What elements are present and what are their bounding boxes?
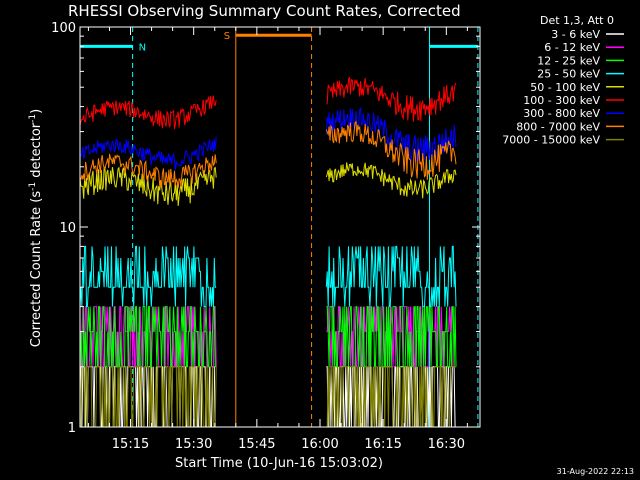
legend-label: 6 - 12 keV [544,41,600,54]
x-axis: 15:15 15:30 15:45 16:00 16:15 16:30 [87,27,468,452]
legend-label: 50 - 100 keV [530,81,600,94]
series-100-to-300keV [79,77,457,130]
plot-area: NS [79,26,481,428]
y-axis: 1 10 100 [51,21,480,436]
annotation-label-night-1: N [139,42,146,53]
legend-label: 100 - 300 keV [523,94,600,107]
series-7000-to-15000keV [80,366,456,428]
series-trace [79,136,217,171]
series-trace [325,77,457,122]
annotation-layer: NS [80,31,478,53]
legend-label: 25 - 50 keV [537,68,600,81]
y-tick-label: 10 [59,221,76,236]
x-tick-label: 15:45 [238,437,275,452]
legend-label: 7000 - 15000 keV [502,134,600,147]
legend-label: 12 - 25 keV [537,54,600,67]
timestamp: 31-Aug-2022 22:13 [557,467,634,476]
legend-label: 3 - 6 keV [551,28,600,41]
series-25-to-50keV [79,245,457,308]
chart-title: RHESSI Observing Summary Count Rates, Co… [68,2,461,20]
series-trace [79,95,217,130]
x-tick-label: 16:00 [301,437,338,452]
series-trace [79,306,217,368]
y-tick-label: 1 [68,421,76,436]
series-trace [79,166,217,206]
x-tick-label: 15:15 [112,437,149,452]
series-trace [325,162,457,199]
annotation-label-saa: S [224,31,230,42]
x-tick-label: 15:30 [175,437,212,452]
x-tick-label: 16:30 [428,437,465,452]
x-tick-label: 16:15 [364,437,401,452]
series-50-to-100keV [79,162,457,206]
y-axis-label: Corrected Count Rate (s-1 detector-1) [28,109,44,347]
series-trace [325,107,457,164]
series-trace [80,366,217,428]
legend-label: 300 - 800 keV [523,107,600,120]
series-300-to-800keV [79,107,457,171]
series-trace [325,120,457,180]
series-trace [79,153,217,189]
legend-label: 800 - 7000 keV [516,120,600,133]
series-trace [326,366,456,428]
legend-title: Det 1,3, Att 0 [540,14,614,27]
series-trace [325,245,457,308]
y-tick-label: 100 [51,21,76,36]
series-layer [79,77,457,428]
series-trace [79,245,217,308]
series-800-to-7000keV [79,120,457,189]
x-axis-label: Start Time (10-Jun-16 15:03:02) [175,456,383,471]
